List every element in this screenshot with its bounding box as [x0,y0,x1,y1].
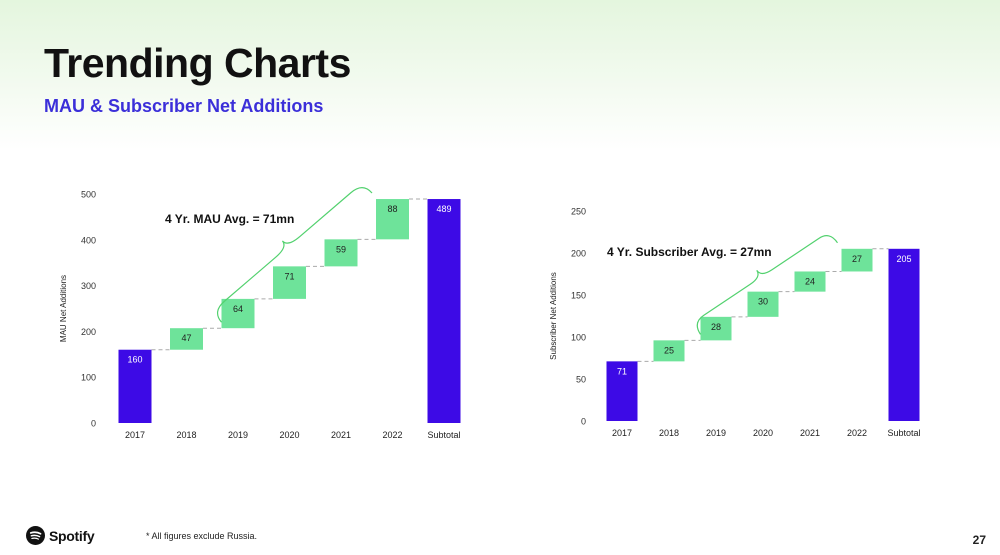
y-tick-label: 250 [571,207,586,217]
y-tick-label: 100 [81,373,96,383]
x-tick-label: 2018 [659,428,679,438]
x-tick-label: 2017 [125,430,145,440]
data-label: 489 [436,204,451,214]
x-tick-label: 2020 [279,430,299,440]
data-label: 71 [284,271,294,281]
data-label: 88 [387,204,397,214]
data-label: 28 [711,322,721,332]
increment-bar [653,340,685,362]
data-label: 160 [127,355,142,365]
increment-bar [841,248,873,272]
footnote: * All figures exclude Russia. [146,531,258,541]
increment-bar [221,298,255,329]
x-tick-label: 2019 [228,430,248,440]
increment-bar [794,271,826,292]
data-label: 27 [852,254,862,264]
x-tick-label: Subtotal [427,430,460,440]
y-tick-label: 0 [91,419,96,429]
average-annotation: 4 Yr. Subscriber Avg. = 27mn [607,245,772,259]
increment-bar [170,328,203,350]
data-label: 25 [664,345,674,355]
data-label: 47 [181,333,191,343]
y-tick-label: 150 [571,291,586,301]
x-tick-label: 2020 [753,428,773,438]
x-tick-label: 2019 [706,428,726,438]
subtotal-bar [606,361,638,421]
y-tick-label: 500 [81,190,96,200]
y-axis-label: Subscriber Net Additions [549,272,558,360]
spotify-wordmark: Spotify [49,527,95,544]
data-label: 71 [617,366,627,376]
data-label: 205 [896,254,911,264]
subtotal-bar [427,199,461,423]
average-annotation: 4 Yr. MAU Avg. = 71mn [165,212,294,226]
data-label: 24 [805,276,815,286]
data-label: 59 [336,244,346,254]
x-tick-label: 2022 [382,430,402,440]
data-label: 30 [758,297,768,307]
y-axis-label: MAU Net Additions [59,275,68,342]
spotify-logo: Spotify [26,526,95,545]
page-title: Trending Charts [44,40,351,86]
y-tick-label: 400 [81,235,96,245]
average-bracket [696,235,838,335]
increment-bar [700,316,732,341]
x-tick-label: 2021 [331,430,351,440]
increment-bar [747,291,779,317]
page-number: 27 [972,533,986,547]
x-tick-label: 2017 [612,428,632,438]
x-tick-label: 2021 [800,428,820,438]
page-subtitle: MAU & Subscriber Net Additions [44,96,324,116]
x-tick-label: 2022 [847,428,867,438]
average-bracket [217,187,373,323]
y-tick-label: 200 [571,249,586,259]
subtotal-bar [118,349,152,423]
data-label: 64 [233,304,243,314]
x-tick-label: 2018 [176,430,196,440]
y-tick-label: 50 [576,375,586,385]
increment-bar [324,239,358,267]
x-tick-label: Subtotal [887,428,920,438]
y-tick-label: 200 [81,327,96,337]
subtotal-bar [888,248,920,421]
y-tick-label: 300 [81,281,96,291]
y-tick-label: 0 [581,417,586,427]
increment-bar [376,199,409,240]
spotify-icon [26,526,45,545]
y-tick-label: 100 [571,333,586,343]
increment-bar [273,266,306,299]
